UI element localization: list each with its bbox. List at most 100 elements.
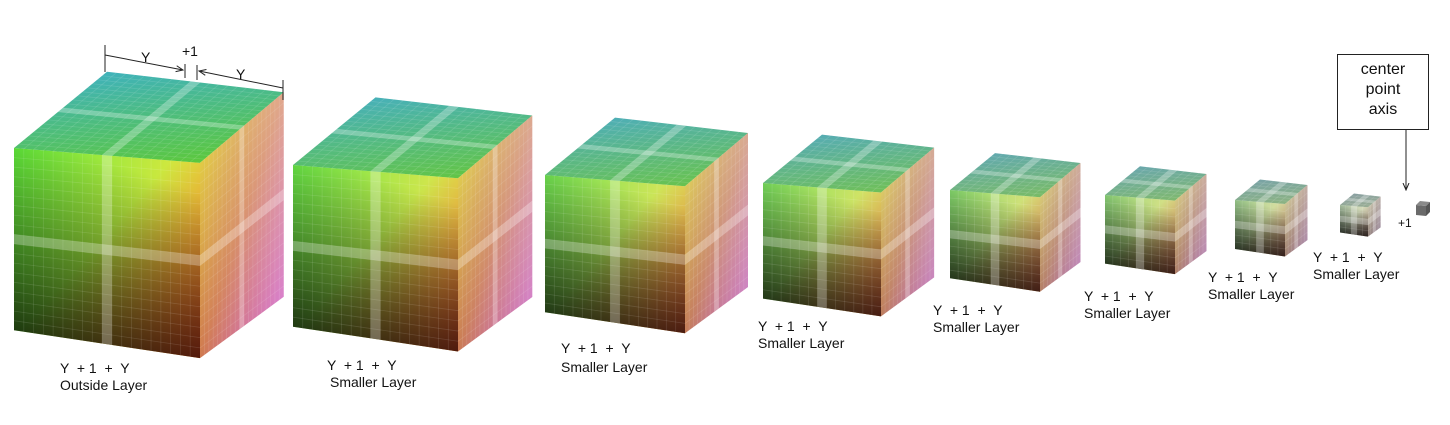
grid-line xyxy=(1174,216,1207,242)
grid-line xyxy=(853,144,909,191)
grid-line xyxy=(302,156,467,172)
grid-line xyxy=(1174,225,1207,250)
center-band xyxy=(950,230,1040,249)
center-band xyxy=(102,155,112,345)
grid-line xyxy=(880,157,935,203)
center-band xyxy=(1175,208,1207,242)
grid-line xyxy=(1023,160,1066,197)
grid-line xyxy=(880,177,935,222)
grid-line xyxy=(67,103,249,123)
grid-line xyxy=(1270,183,1295,204)
grid-line xyxy=(762,271,882,289)
grid-line xyxy=(610,124,678,181)
grid-line xyxy=(974,169,1063,179)
cube-front-face xyxy=(13,148,201,359)
grid-line xyxy=(341,124,502,142)
grid-line xyxy=(544,247,686,265)
center-band xyxy=(1373,200,1376,233)
grid-line xyxy=(1339,215,1369,220)
grid-line xyxy=(297,160,463,175)
grid-line xyxy=(619,125,687,182)
center-band xyxy=(1120,179,1193,189)
grid-line xyxy=(1143,170,1178,199)
grid-line xyxy=(199,178,284,246)
grid-line xyxy=(767,178,886,190)
center-band xyxy=(685,204,748,265)
grid-line xyxy=(544,266,686,285)
grid-line xyxy=(1108,191,1179,199)
center-band xyxy=(492,145,498,326)
grid-line xyxy=(38,127,223,145)
cube-top-face xyxy=(14,71,284,163)
grid-line xyxy=(457,168,533,230)
grid-line xyxy=(762,262,882,279)
grid-line xyxy=(1124,178,1193,187)
grid-line xyxy=(1345,200,1374,204)
grid-line xyxy=(292,269,459,291)
center-band xyxy=(1256,201,1264,254)
grid-line xyxy=(199,221,284,287)
grid-line xyxy=(949,253,1041,267)
grid-line xyxy=(370,105,450,172)
grid-line xyxy=(880,197,935,241)
cube-layer xyxy=(1339,193,1381,237)
grid-line xyxy=(1159,171,1192,200)
grid-line xyxy=(544,220,686,236)
grid-line xyxy=(199,102,284,174)
grid-line xyxy=(844,143,900,190)
grid-line xyxy=(199,231,284,297)
center-point-cube xyxy=(1416,201,1430,216)
grid-line xyxy=(351,116,511,135)
grid-line xyxy=(199,242,284,308)
grid-line xyxy=(18,143,205,160)
grid-line xyxy=(317,144,480,161)
grid-line xyxy=(457,264,533,322)
cube-right-face xyxy=(684,133,749,334)
grid-line xyxy=(1135,169,1170,198)
grid-line xyxy=(880,207,935,250)
grid-line xyxy=(356,112,515,131)
grid-line xyxy=(457,189,533,250)
grid-line xyxy=(1039,180,1081,215)
grid-line xyxy=(457,243,533,301)
center-band xyxy=(545,239,685,265)
grid-line xyxy=(684,173,749,226)
grid-line xyxy=(982,156,1027,193)
grid-line xyxy=(457,211,533,271)
grid-line xyxy=(52,75,145,152)
grid-line xyxy=(336,128,498,146)
grid-line xyxy=(1367,220,1381,232)
center-band xyxy=(1345,198,1376,203)
grid-line xyxy=(544,293,686,314)
grid-line xyxy=(1345,193,1360,206)
grid-line xyxy=(785,163,902,176)
grid-line xyxy=(189,90,275,163)
center-band xyxy=(1245,188,1298,196)
grid-line xyxy=(1104,232,1176,242)
grid-line xyxy=(331,101,413,169)
grid-line xyxy=(312,148,476,164)
cube-top-face xyxy=(763,134,935,193)
center-band xyxy=(790,156,910,172)
grid-line xyxy=(13,176,201,195)
layer-label: Y + 1 + Y Smaller Layer xyxy=(327,357,417,390)
grid-line xyxy=(684,245,749,295)
grid-line xyxy=(572,151,711,166)
grid-line xyxy=(13,320,201,349)
grid-line xyxy=(87,87,267,108)
grid-line xyxy=(666,130,731,186)
grid-line xyxy=(77,95,258,115)
grid-line xyxy=(554,166,694,180)
grid-line xyxy=(544,229,686,246)
grid-line xyxy=(675,131,740,186)
grid-line xyxy=(322,140,485,157)
grid-line xyxy=(780,136,840,185)
grid-line xyxy=(826,141,883,189)
grid-line xyxy=(28,135,214,153)
grid-line xyxy=(399,108,478,174)
grid-line xyxy=(53,115,236,134)
grid-line xyxy=(1234,220,1286,227)
grid-line xyxy=(544,275,686,295)
grid-line xyxy=(457,157,533,220)
grid-line xyxy=(1039,216,1081,250)
